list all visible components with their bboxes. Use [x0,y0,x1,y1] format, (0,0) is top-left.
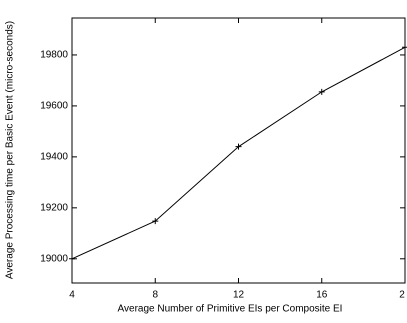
plot-frame [71,17,406,284]
y-tick-label: 19000 [40,253,68,264]
y-axis-label: Average Processing time per Basic Event … [5,21,16,279]
point-marker [235,143,242,150]
point-marker [402,44,407,51]
y-tick-label: 19400 [40,152,68,163]
x-tick-label: 8 [152,290,158,301]
x-axis-label: Average Number of Primitive EIs per Comp… [118,304,343,315]
y-tick-label: 19800 [40,50,68,61]
data-line [71,46,406,260]
x-tick-label: 2 [399,290,405,301]
point-marker [152,218,159,225]
point-marker [69,255,75,262]
point-marker [318,88,325,95]
x-tick-label: 12 [233,290,245,301]
x-tick-label: 16 [316,290,328,301]
y-tick-label: 19200 [40,202,68,213]
x-tick-label: 4 [69,290,75,301]
y-tick-label: 19600 [40,101,68,112]
